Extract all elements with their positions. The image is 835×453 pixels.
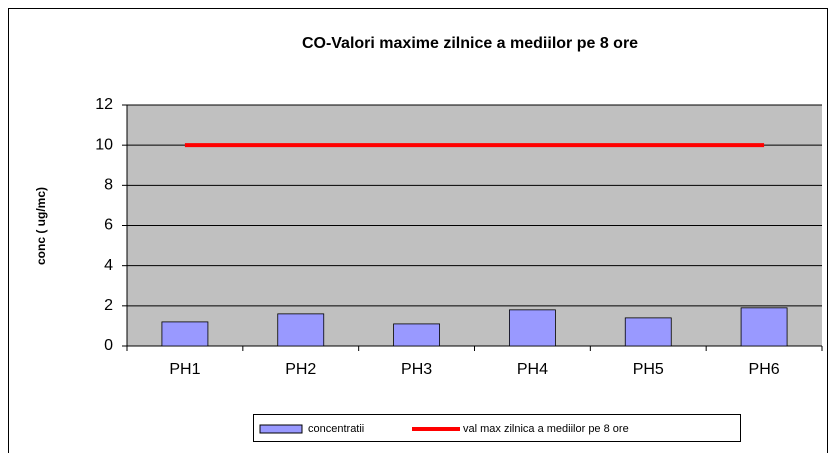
y-tick-label: 10	[95, 136, 113, 153]
bar	[740, 307, 788, 347]
bar	[624, 317, 672, 347]
y-tick-label: 0	[104, 337, 113, 354]
x-tick-label: PH5	[633, 361, 664, 378]
chart-title: CO-Valori maxime zilnice a mediilor pe 8…	[302, 35, 638, 52]
legend-label: concentratii	[308, 423, 364, 435]
x-tick-label: PH2	[285, 361, 316, 378]
x-tick-label: PH6	[749, 361, 780, 378]
y-tick-label: 12	[95, 96, 113, 113]
legend-box	[253, 414, 741, 442]
y-tick-label: 4	[104, 257, 113, 274]
legend-label: val max zilnica a mediilor pe 8 ore	[463, 423, 629, 435]
bar	[393, 323, 440, 347]
bar	[161, 321, 209, 347]
legend-swatch	[259, 424, 303, 434]
bar	[277, 313, 325, 347]
y-tick-label: 8	[104, 177, 113, 194]
bar	[509, 309, 556, 347]
y-tick-label: 6	[104, 217, 113, 234]
x-tick-label: PH4	[517, 361, 548, 378]
y-tick-label: 2	[104, 297, 113, 314]
y-axis-label: conc ( ug/mc)	[34, 187, 48, 265]
x-tick-label: PH1	[169, 361, 200, 378]
x-tick-label: PH3	[401, 361, 432, 378]
